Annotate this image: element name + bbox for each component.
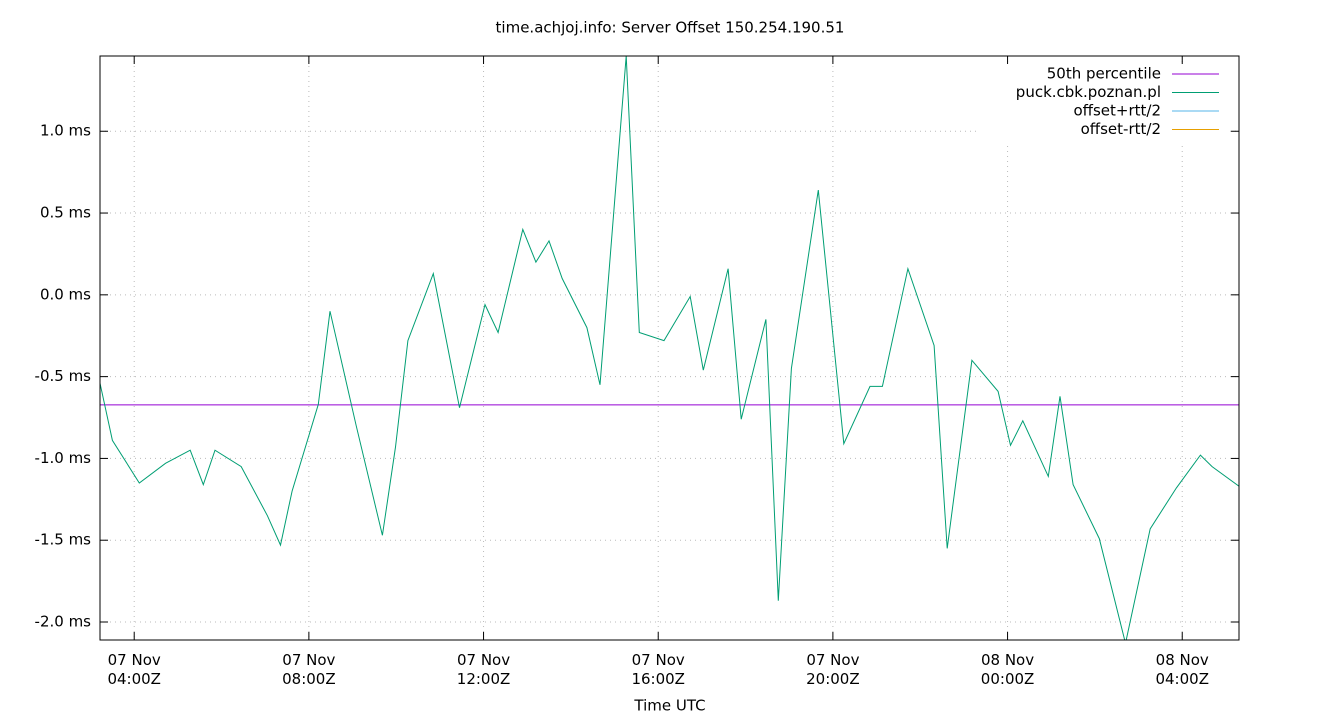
grid [100, 56, 1239, 640]
series-line [100, 56, 1239, 640]
x-tick-label: 08 Nov 00:00Z [981, 651, 1035, 688]
plot-border [99, 55, 1240, 641]
y-tick-label: 0.5 ms [40, 204, 91, 222]
x-tick-label: 07 Nov 16:00Z [631, 651, 685, 688]
x-axis-label: Time UTC [633, 697, 705, 715]
legend-label: offset+rtt/2 [1073, 102, 1161, 120]
legend-label: puck.cbk.poznan.pl [1016, 83, 1161, 101]
x-tick-label: 07 Nov 12:00Z [457, 651, 511, 688]
chart-title: time.achjoj.info: Server Offset 150.254.… [496, 19, 845, 37]
overlay: -2.0 ms -1.5 ms -1.0 ms -0.5 ms 0.0 ms 0.5 ms… [35, 56, 1239, 688]
plot-area [100, 56, 1239, 640]
x-tick-label: 07 Nov 08:00Z [282, 651, 336, 688]
y-tick-label: -1.5 ms [35, 531, 92, 549]
y-tick-label: -0.5 ms [35, 367, 92, 385]
x-tick-label: 07 Nov 20:00Z [806, 651, 860, 688]
y-tick-label: -1.0 ms [35, 449, 92, 467]
x-tick-label: 07 Nov 04:00Z [107, 651, 161, 688]
y-tick-label: -2.0 ms [35, 613, 92, 631]
x-tick-label: 08 Nov 04:00Z [1155, 651, 1209, 688]
y-tick-label: 1.0 ms [40, 122, 91, 140]
legend-label: offset-rtt/2 [1081, 120, 1161, 138]
legend-label: 50th percentile [1047, 65, 1161, 83]
y-tick-label: 0.0 ms [40, 285, 91, 303]
